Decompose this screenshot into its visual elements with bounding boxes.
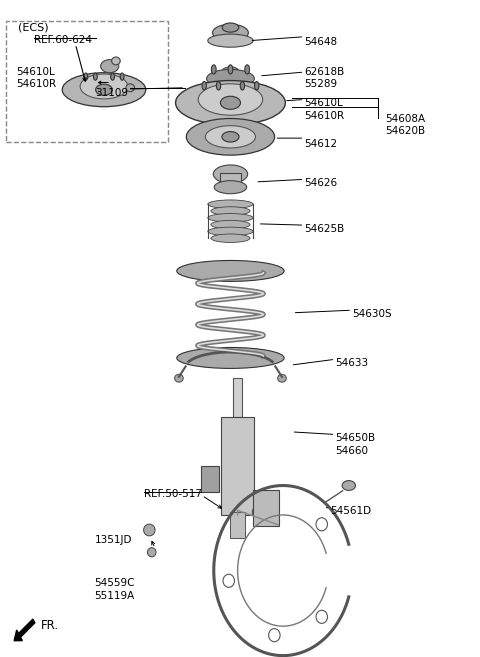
Text: (ECS): (ECS): [18, 22, 48, 32]
Ellipse shape: [208, 200, 253, 208]
Text: 54612: 54612: [304, 139, 337, 148]
Ellipse shape: [101, 60, 119, 73]
Ellipse shape: [220, 97, 240, 109]
Ellipse shape: [316, 610, 327, 623]
Bar: [253, 490, 279, 526]
FancyBboxPatch shape: [6, 21, 168, 142]
Ellipse shape: [221, 67, 240, 80]
FancyArrow shape: [14, 619, 35, 641]
Ellipse shape: [177, 260, 284, 281]
Ellipse shape: [316, 518, 327, 531]
Ellipse shape: [222, 23, 239, 32]
Ellipse shape: [120, 73, 124, 80]
Ellipse shape: [252, 506, 264, 519]
Ellipse shape: [144, 524, 155, 536]
Ellipse shape: [245, 65, 250, 74]
Ellipse shape: [177, 348, 284, 369]
Ellipse shape: [94, 73, 97, 80]
Ellipse shape: [228, 65, 233, 74]
Bar: [233, 378, 242, 417]
Ellipse shape: [216, 81, 221, 90]
Ellipse shape: [342, 481, 356, 490]
Text: 54626: 54626: [304, 178, 337, 188]
Text: 1351JD: 1351JD: [95, 535, 132, 545]
Ellipse shape: [96, 84, 112, 95]
Ellipse shape: [175, 374, 183, 382]
Bar: [220, 173, 241, 188]
Text: 54625B: 54625B: [304, 224, 345, 234]
Text: 54633: 54633: [336, 358, 369, 368]
Ellipse shape: [278, 374, 286, 382]
Ellipse shape: [269, 629, 280, 642]
Ellipse shape: [126, 84, 134, 92]
Text: 54561D: 54561D: [331, 507, 372, 516]
Ellipse shape: [211, 207, 250, 215]
Bar: [201, 466, 219, 492]
Text: 54559C
55119A: 54559C 55119A: [95, 578, 135, 600]
Text: FR.: FR.: [40, 619, 59, 632]
Ellipse shape: [213, 24, 248, 41]
Ellipse shape: [240, 81, 244, 90]
Ellipse shape: [254, 81, 259, 90]
Ellipse shape: [84, 73, 88, 80]
Ellipse shape: [208, 214, 253, 222]
Ellipse shape: [186, 118, 275, 155]
Ellipse shape: [112, 57, 120, 65]
Ellipse shape: [208, 34, 253, 47]
Ellipse shape: [223, 574, 234, 587]
Text: 54648: 54648: [304, 37, 337, 47]
Text: REF.60-624: REF.60-624: [34, 35, 92, 45]
Text: 54610L
54610R: 54610L 54610R: [304, 98, 345, 121]
Ellipse shape: [205, 125, 255, 148]
Text: 62618B
55289: 62618B 55289: [304, 67, 345, 89]
Ellipse shape: [111, 73, 115, 80]
Ellipse shape: [222, 131, 239, 142]
Ellipse shape: [213, 165, 248, 183]
Text: 54610L
54610R: 54610L 54610R: [17, 67, 57, 89]
Bar: [230, 512, 245, 538]
Text: 54630S: 54630S: [352, 309, 392, 319]
Ellipse shape: [214, 181, 247, 194]
Ellipse shape: [147, 548, 156, 557]
Ellipse shape: [62, 73, 146, 106]
Ellipse shape: [211, 220, 250, 229]
Text: 54608A
54620B: 54608A 54620B: [385, 114, 426, 136]
Bar: [221, 417, 254, 515]
Text: 54650B
54660: 54650B 54660: [336, 433, 375, 455]
Ellipse shape: [80, 74, 128, 99]
Ellipse shape: [176, 81, 285, 125]
Ellipse shape: [202, 81, 206, 90]
Text: REF.50-517: REF.50-517: [144, 489, 202, 499]
Ellipse shape: [211, 65, 216, 74]
Ellipse shape: [208, 227, 253, 236]
Ellipse shape: [211, 234, 250, 242]
Ellipse shape: [198, 84, 263, 115]
Text: 31109: 31109: [95, 88, 128, 98]
Ellipse shape: [206, 70, 254, 88]
